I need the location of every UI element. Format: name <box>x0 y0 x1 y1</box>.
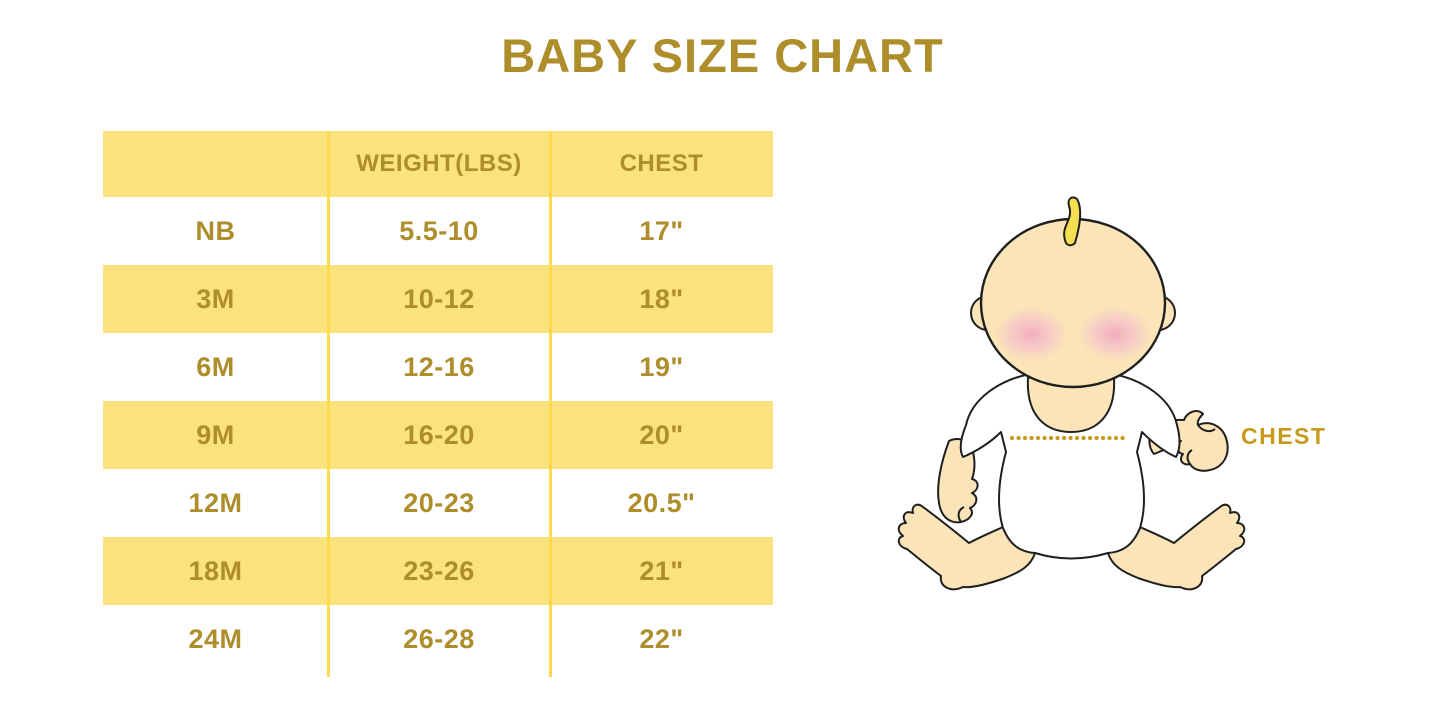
col-header-cell-weight: WEIGHT(LBS) <box>356 150 522 177</box>
cell-weight: 12-16 <box>403 351 475 382</box>
table-rows: WEIGHT(LBS) CHEST NB 5.5-10 17" 3M 10-12 18" 6M 1… <box>103 131 773 673</box>
table-row: 12M 20-23 20.5" <box>103 469 773 537</box>
cell-chest: 18" <box>639 283 684 314</box>
table-row: 24M 26-28 22" <box>103 605 773 673</box>
cell-weight: 20-23 <box>403 487 475 518</box>
cell-chest: 17" <box>639 215 684 246</box>
page-title: BABY SIZE CHART <box>501 29 944 82</box>
cell-weight: 16-20 <box>403 419 475 450</box>
cell-size: 3M <box>196 283 235 314</box>
cell-chest: 20.5" <box>627 487 696 518</box>
chest-label: CHEST <box>1241 423 1327 449</box>
cell-size: NB <box>195 215 236 246</box>
cell-weight: 10-12 <box>403 283 475 314</box>
col-header-cell-chest: CHEST <box>619 150 704 177</box>
baby-head <box>970 196 1176 389</box>
table-header-row: WEIGHT(LBS) CHEST <box>103 131 773 197</box>
cell-chest: 21" <box>639 555 684 586</box>
table-row: 3M 10-12 18" <box>103 265 773 333</box>
cell-chest: 22" <box>639 623 684 654</box>
table-row: 9M 16-20 20" <box>103 401 773 469</box>
column-divider <box>549 131 552 677</box>
cell-weight: 26-28 <box>403 623 475 654</box>
baby-right-blush <box>1079 307 1151 361</box>
baby-legs <box>897 503 1246 591</box>
cell-size: 9M <box>196 419 235 450</box>
cell-size: 12M <box>188 487 243 518</box>
cell-weight: 23-26 <box>403 555 475 586</box>
cell-size: 18M <box>188 555 243 586</box>
baby-hair-curl <box>1063 196 1082 247</box>
cell-size: 6M <box>196 351 235 382</box>
baby-onesie <box>959 370 1181 560</box>
table-row: 6M 12-16 19" <box>103 333 773 401</box>
cell-size: 24M <box>188 623 243 654</box>
table-row: 18M 23-26 21" <box>103 537 773 605</box>
table-row: NB 5.5-10 17" <box>103 197 773 265</box>
column-divider <box>327 131 330 677</box>
cell-chest: 19" <box>639 351 684 382</box>
baby-illustration <box>897 196 1246 591</box>
baby-left-blush <box>995 307 1067 361</box>
cell-weight: 5.5-10 <box>399 215 479 246</box>
size-chart-table: WEIGHT(LBS) CHEST NB 5.5-10 17" 3M 10-12 18" 6M 1… <box>103 131 773 677</box>
cell-chest: 20" <box>639 419 684 450</box>
